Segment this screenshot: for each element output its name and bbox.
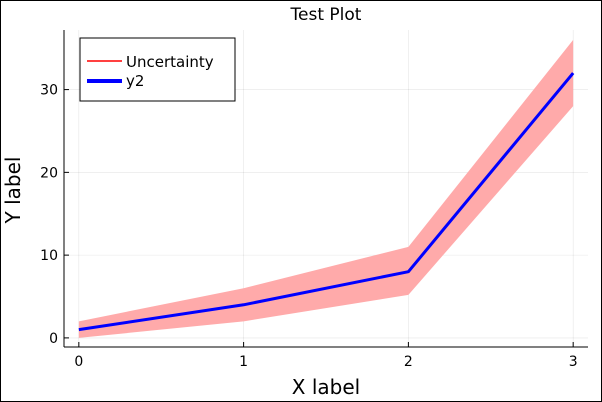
uncertainty-band-layer — [78, 39, 574, 338]
legend: Uncertainty y2 — [79, 37, 236, 102]
x-tick-label-3: 3 — [569, 354, 578, 370]
y-tick-label-0: 0 — [49, 331, 58, 347]
legend-label-y2: y2 — [126, 72, 144, 90]
y-tick-label-1: 10 — [40, 248, 58, 264]
uncertainty-band — [78, 39, 574, 338]
y-ticks: 0 10 20 30 — [40, 83, 69, 347]
x-tick-label-1: 1 — [239, 354, 248, 370]
y2-line-layer — [78, 72, 575, 332]
legend-label-uncertainty: Uncertainty — [126, 53, 214, 71]
axes — [63, 30, 588, 348]
y2-line — [78, 72, 575, 332]
y-tick-label-2: 20 — [40, 165, 58, 181]
chart-title: Test Plot — [290, 5, 362, 25]
y-axis-label: Y label — [1, 157, 25, 225]
y-tick-label-3: 30 — [40, 83, 58, 99]
legend-box — [79, 37, 236, 102]
x-tick-label-0: 0 — [74, 354, 83, 370]
x-ticks: 0 1 2 3 — [74, 342, 578, 370]
x-axis-label: X label — [292, 375, 360, 399]
x-tick-label-2: 2 — [404, 354, 413, 370]
